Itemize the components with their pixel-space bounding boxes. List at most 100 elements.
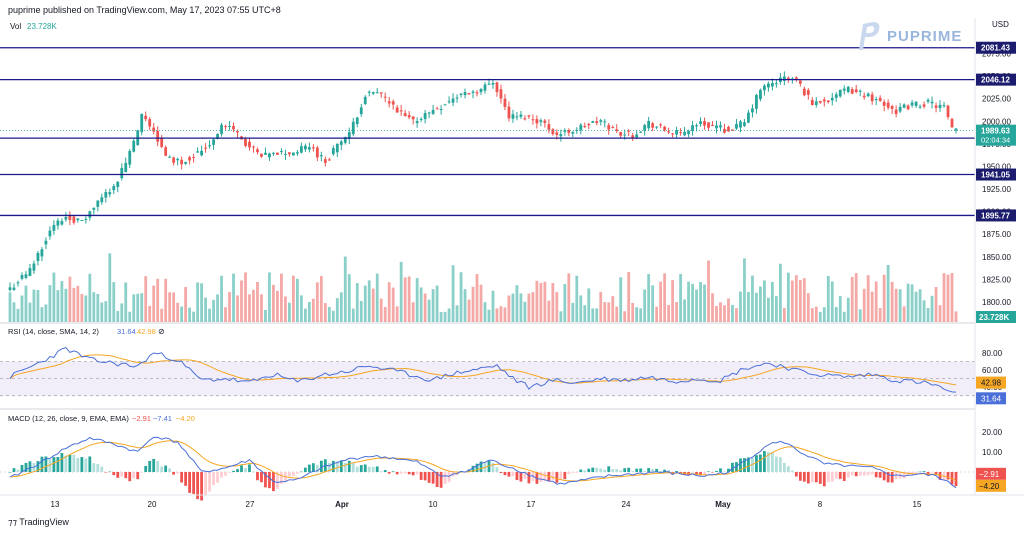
macd-histogram-bar [575, 472, 579, 473]
volume-bar [383, 307, 387, 322]
macd-histogram-bar [439, 472, 443, 488]
volume-bar [403, 277, 407, 322]
macd-histogram-bar [315, 464, 319, 472]
macd-histogram-bar [140, 472, 144, 473]
macd-histogram-bar [68, 454, 72, 472]
candle-body [8, 287, 12, 291]
volume-bar [256, 281, 259, 322]
macd-histogram-bar [675, 471, 678, 472]
candle-body [727, 126, 730, 132]
candle-body [599, 120, 603, 122]
level-price-tag [976, 41, 1016, 54]
volume-bar [655, 306, 659, 322]
volume-bar [479, 284, 483, 322]
volume-bar [184, 287, 188, 322]
volume-bar [886, 264, 890, 322]
candle-body [699, 121, 702, 125]
macd-histogram-bar [631, 471, 635, 472]
candle-body [40, 249, 44, 257]
price-tick-label: 1875.00 [982, 230, 1011, 239]
candle-body [878, 97, 882, 101]
rsi-value-tag [976, 376, 1006, 389]
macd-histogram-bar [84, 458, 88, 472]
candle-body [415, 121, 419, 124]
volume-bar [898, 289, 902, 322]
volume-bar [471, 286, 475, 322]
candle-body [116, 181, 120, 187]
candle-body [735, 124, 738, 129]
macd-histogram-bar [902, 472, 906, 479]
macd-histogram-bar [655, 468, 659, 472]
candle-body [104, 192, 108, 198]
volume-bar [172, 292, 176, 322]
candle-body [918, 106, 922, 108]
rsi-tick-label: 60.00 [982, 366, 1003, 375]
volume-bar [683, 299, 686, 322]
volume-bar [671, 280, 674, 322]
macd-histogram-bar [411, 472, 415, 476]
time-axis[interactable]: 13 20 27 Apr 10 17 24 May 8 15 [51, 500, 922, 509]
macd-histogram-bar [790, 470, 794, 472]
candle-body [140, 113, 144, 133]
volume-bar [711, 293, 714, 322]
volume-bar [407, 276, 411, 322]
volume-bar [60, 281, 64, 322]
macd-histogram-bar [395, 472, 399, 475]
candle-body [479, 88, 483, 93]
volume-bar [32, 289, 36, 322]
candle-body [280, 150, 283, 152]
candle-body [715, 125, 718, 129]
volume-bar [934, 287, 938, 322]
volume-tag [976, 311, 1016, 323]
eye-icon[interactable]: ⊘ [158, 327, 165, 336]
volume-bar [108, 253, 112, 322]
volume-bar [914, 291, 918, 322]
volume-bar [72, 287, 76, 322]
candle-body [12, 287, 16, 290]
candle-body [707, 122, 710, 128]
volume-bar [615, 306, 619, 322]
macd-histogram-bar [359, 465, 363, 472]
volume-bar [527, 293, 531, 322]
volume-bar [623, 311, 627, 322]
candle-body [176, 158, 180, 161]
candle-body [567, 130, 571, 133]
candle-body [503, 98, 507, 107]
candle-body [679, 132, 682, 134]
volume-bar [68, 276, 72, 322]
candle-body [747, 112, 750, 123]
volume-bar [315, 282, 319, 322]
macd-histogram-bar [830, 472, 834, 482]
candle-body [647, 120, 651, 129]
macd-histogram-bar [260, 472, 263, 483]
volume-bar [212, 299, 215, 322]
candle-body [615, 129, 619, 132]
candle-body [830, 97, 834, 101]
macd-legend-label: MACD (12, 26, close, 9, EMA, EMA) [8, 414, 129, 423]
macd-histogram-bar [307, 464, 311, 472]
macd-histogram-bar [447, 472, 451, 483]
volume-bar [16, 308, 20, 322]
macd-histogram-bar [292, 472, 295, 477]
candle-body [447, 101, 451, 103]
candle-body [84, 218, 88, 220]
candle-body [607, 125, 611, 130]
tradingview-label: TradingView [19, 517, 69, 527]
volume-bar [774, 296, 778, 322]
macd-histogram-bar [196, 472, 199, 500]
candle-body [786, 77, 790, 80]
macd-histogram-bar [471, 465, 475, 472]
macd-histogram-bar [667, 470, 671, 472]
candle-body [347, 132, 351, 140]
volume-bar [140, 293, 144, 322]
volume-bar [347, 274, 351, 322]
macd-histogram-bar [303, 467, 307, 472]
macd-histogram-bar [747, 457, 750, 472]
level-price-tag [976, 73, 1016, 86]
volume-bar [850, 277, 854, 322]
volume-bar [778, 263, 782, 322]
price-axis[interactable]: 2075.002050.002025.002000.001975.001950.… [976, 41, 1016, 492]
candle-body [623, 134, 627, 136]
volume-tag-label: 23.728K [979, 313, 1009, 322]
